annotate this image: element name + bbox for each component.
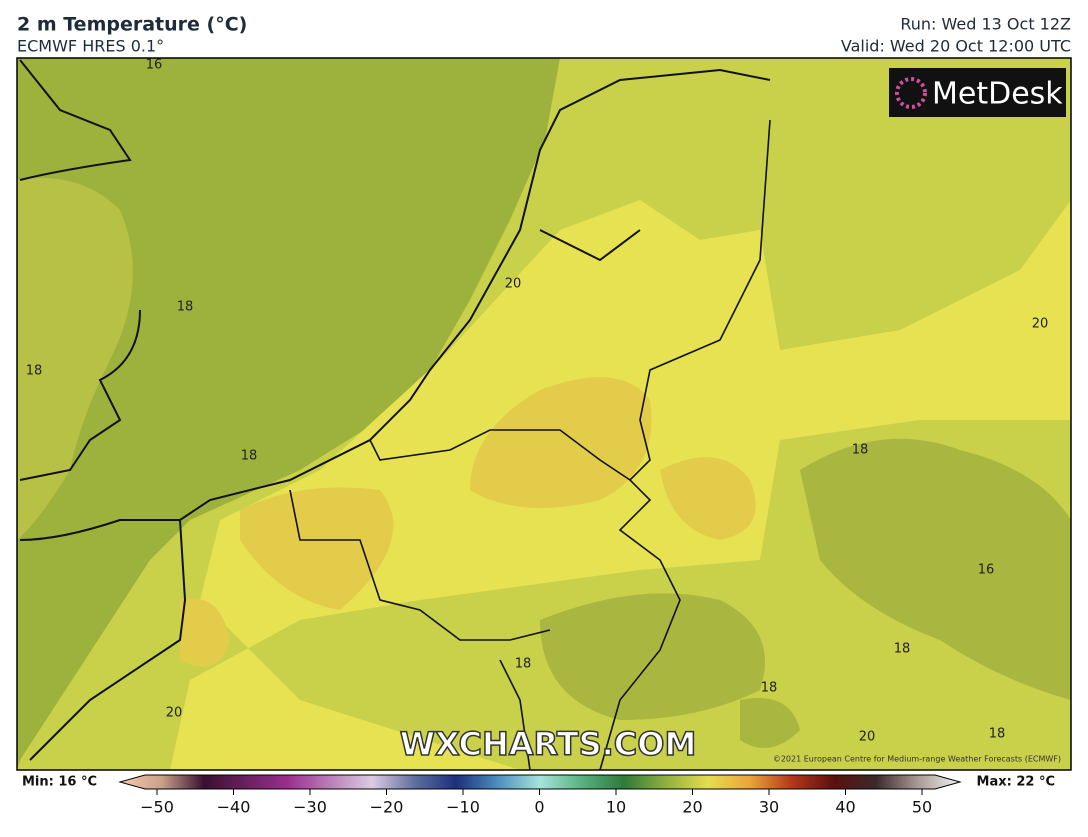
contour-label: 18 bbox=[26, 364, 43, 379]
min-label: Min: 16 °C bbox=[22, 775, 97, 790]
contour-label: 18 bbox=[515, 657, 532, 672]
map-frame bbox=[16, 57, 1072, 771]
copyright: ©2021 European Centre for Medium-range W… bbox=[773, 755, 1061, 764]
watermark: WXCHARTS.COM bbox=[400, 725, 697, 763]
contour-label: 20 bbox=[505, 277, 522, 292]
cool-areas bbox=[540, 438, 1071, 748]
contour-label: 18 bbox=[241, 449, 258, 464]
contour-label: 16 bbox=[978, 563, 995, 578]
contour-labels: 16 18 18 18 20 20 18 16 18 18 18 20 20 18 bbox=[26, 58, 1049, 745]
contour-label: 18 bbox=[894, 642, 911, 657]
colorbar-ticks: −50 −40 −30 −20 −10 0 10 20 30 40 50 bbox=[140, 789, 932, 817]
contour-label: 20 bbox=[859, 730, 876, 745]
colorbar-tick-label: 20 bbox=[682, 798, 702, 817]
valid-time: Valid: Wed 20 Oct 12:00 UTC bbox=[841, 37, 1071, 56]
title: 2 m Temperature (°C) bbox=[17, 14, 247, 36]
borders bbox=[289, 119, 771, 770]
england bbox=[17, 178, 133, 540]
sea bbox=[17, 58, 560, 770]
contour-label: 20 bbox=[166, 706, 183, 721]
colorbar bbox=[118, 774, 962, 790]
contour-label: 16 bbox=[146, 58, 163, 73]
colorbar-tick-label: 10 bbox=[606, 798, 626, 817]
colorbar-tick-label: −40 bbox=[217, 798, 251, 817]
max-label: Max: 22 °C bbox=[977, 775, 1055, 790]
colorbar-tick-label: 50 bbox=[912, 798, 932, 817]
colorbar-tick-label: 0 bbox=[534, 798, 544, 817]
contour-label: 18 bbox=[761, 681, 778, 696]
contour-label: 18 bbox=[989, 727, 1006, 742]
colorbar-tick-label: 40 bbox=[835, 798, 855, 817]
contour-label: 20 bbox=[1032, 317, 1049, 332]
colorbar-tick-label: −10 bbox=[446, 798, 480, 817]
logo-icon bbox=[895, 77, 927, 109]
logo-box bbox=[889, 68, 1066, 117]
colorbar-tick-label: −30 bbox=[293, 798, 327, 817]
colorbar-tick-label: 30 bbox=[759, 798, 779, 817]
colorbar-tick-label: −20 bbox=[370, 798, 404, 817]
logo: MetDesk bbox=[932, 77, 1063, 112]
coastline bbox=[19, 59, 771, 761]
contour-label: 18 bbox=[177, 300, 194, 315]
map: 16 18 18 18 20 20 18 16 18 18 18 20 20 18 MetDesk WXC… bbox=[17, 58, 1071, 770]
subtitle: ECMWF HRES 0.1° bbox=[17, 37, 164, 56]
warmest-areas bbox=[180, 377, 756, 667]
colorbar-tick-label: −50 bbox=[140, 798, 174, 817]
run-time: Run: Wed 13 Oct 12Z bbox=[900, 15, 1071, 34]
contour-label: 18 bbox=[852, 443, 869, 458]
